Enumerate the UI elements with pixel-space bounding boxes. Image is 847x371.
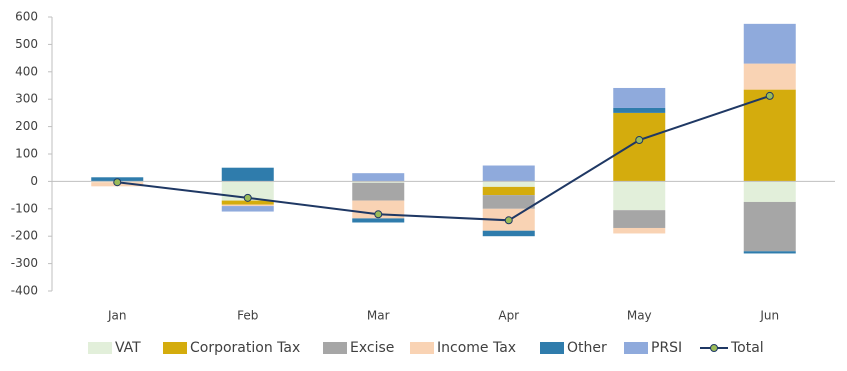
bar-segment <box>482 195 535 209</box>
legend-swatch <box>323 342 347 354</box>
bar-segment <box>613 107 666 113</box>
bar-segment <box>743 23 796 64</box>
x-tick-label: Apr <box>498 309 519 323</box>
bar-segment <box>743 201 796 252</box>
y-tick-label: -100 <box>11 201 38 215</box>
bar-segment <box>352 173 405 182</box>
total-line <box>117 94 771 222</box>
total-marker <box>374 210 383 219</box>
total-marker <box>113 178 122 187</box>
total-marker <box>765 91 774 100</box>
legend-marker <box>710 344 718 352</box>
legend-label: Income Tax <box>437 340 516 356</box>
y-tick-label: 0 <box>30 174 38 188</box>
bar-segment <box>743 181 796 202</box>
bar-segment <box>613 112 666 182</box>
y-tick-label: -200 <box>11 229 38 243</box>
y-tick-label: 200 <box>15 119 38 133</box>
legend-label: Excise <box>350 340 394 356</box>
bar-segment <box>482 230 535 237</box>
y-tick-label: 100 <box>15 147 38 161</box>
y-tick-label: -400 <box>11 284 38 298</box>
x-tick-label: Jun <box>759 309 779 323</box>
legend-label: PRSI <box>651 340 682 356</box>
bar-segment <box>482 165 535 182</box>
y-tick-label: 500 <box>15 37 38 51</box>
bar-segment <box>613 87 666 108</box>
legend-swatch <box>540 342 564 354</box>
bar-segment <box>352 182 405 201</box>
bar-segment <box>613 227 666 234</box>
legend-swatch <box>88 342 112 354</box>
bar-segment <box>352 218 405 223</box>
bar-segment <box>482 186 535 196</box>
legend-label: VAT <box>115 340 141 356</box>
y-tick-label: 400 <box>15 64 38 78</box>
bar-segment <box>613 181 666 211</box>
bar-segment <box>221 206 274 212</box>
y-tick-label: 600 <box>15 10 38 24</box>
legend-label: Other <box>567 340 607 356</box>
y-tick-label: 300 <box>15 92 38 106</box>
x-tick-label: Jan <box>107 309 127 323</box>
bar-segment <box>352 181 405 183</box>
bar-segment <box>482 181 535 187</box>
y-tick-label: -300 <box>11 256 38 270</box>
total-marker <box>635 136 644 145</box>
bar-segment <box>221 204 274 207</box>
legend-label: Corporation Tax <box>190 340 300 356</box>
total-marker <box>243 193 252 202</box>
bar-segment <box>743 63 796 90</box>
bar-segment <box>613 210 666 228</box>
x-tick-label: May <box>627 309 652 323</box>
legend-swatch <box>163 342 187 354</box>
x-tick-label: Feb <box>237 309 258 323</box>
x-tick-label: Mar <box>367 309 390 323</box>
bar-segment <box>221 200 274 205</box>
bar-segment <box>221 167 274 182</box>
legend-swatch <box>410 342 434 354</box>
bar-segment <box>743 89 796 182</box>
legend-swatch <box>624 342 648 354</box>
legend-label: Total <box>730 340 764 356</box>
total-marker <box>504 216 513 225</box>
bar-segment <box>743 251 796 254</box>
